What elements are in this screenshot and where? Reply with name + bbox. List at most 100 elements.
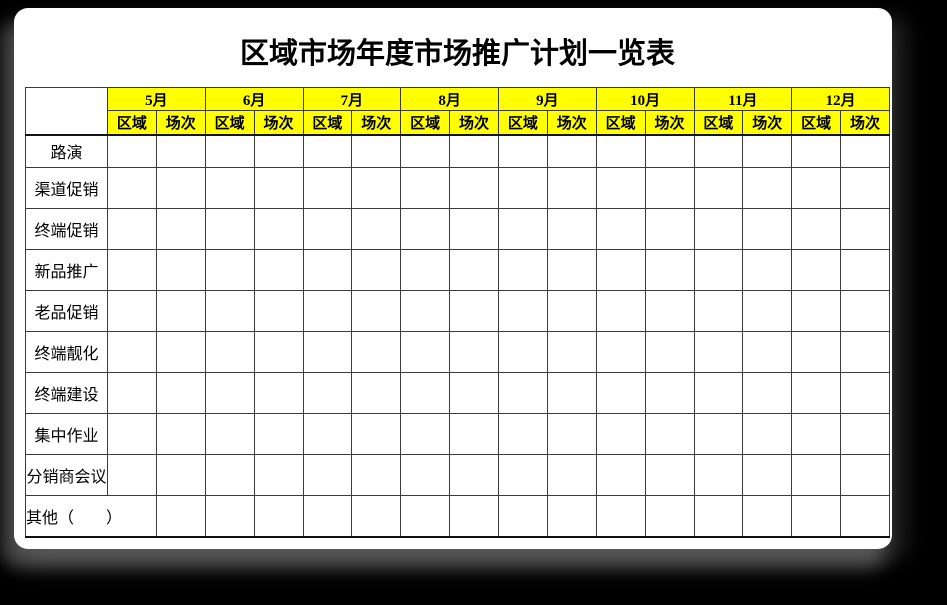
table-cell xyxy=(644,290,695,332)
table-cell xyxy=(498,454,548,496)
table-cell xyxy=(546,167,597,209)
table-cell xyxy=(791,372,842,414)
table-cell xyxy=(155,208,206,250)
table-cell xyxy=(253,167,304,209)
table-cell xyxy=(498,249,548,291)
table-body: 路演 渠道促销 终端促销 新品推广 老品促销 xyxy=(25,134,890,537)
table-cell xyxy=(302,167,353,209)
table-cell xyxy=(595,331,646,373)
table-cell xyxy=(302,290,353,332)
table-cell xyxy=(644,413,695,455)
table-header: 5月 6月 7月 8月 9月 10月 11月 12月 区域 场次 区域 场次 区… xyxy=(25,87,890,135)
table-cell xyxy=(595,454,646,496)
table-cell xyxy=(742,495,793,537)
table-cell xyxy=(204,208,255,250)
table-cell xyxy=(155,372,206,414)
document-page: 区域市场年度市场推广计划一览表 5月 6月 7月 8月 9月 10月 11月 1… xyxy=(14,8,892,549)
table-cell xyxy=(155,331,206,373)
table-cell xyxy=(302,495,353,537)
table-cell xyxy=(351,249,402,291)
table-cell xyxy=(791,331,842,373)
table-cell xyxy=(546,134,597,168)
month-header-october: 10月 xyxy=(595,87,695,111)
table-cell xyxy=(107,331,157,373)
table-cell xyxy=(546,208,597,250)
month-header-september: 9月 xyxy=(498,87,597,111)
table-cell xyxy=(253,413,304,455)
table-cell xyxy=(595,413,646,455)
sub-header-sessions: 场次 xyxy=(742,110,793,135)
table-cell xyxy=(644,454,695,496)
table-cell xyxy=(155,290,206,332)
table-cell xyxy=(693,331,744,373)
table-cell xyxy=(791,413,842,455)
table-cell xyxy=(742,208,793,250)
table-cell xyxy=(302,454,353,496)
table-row-roadshow: 路演 xyxy=(25,134,890,168)
table-cell xyxy=(693,454,744,496)
table-cell xyxy=(644,331,695,373)
sub-header-region: 区域 xyxy=(693,110,744,135)
sub-header-region: 区域 xyxy=(400,110,451,135)
row-label: 老品促销 xyxy=(25,290,108,332)
table-cell xyxy=(791,134,842,168)
table-cell xyxy=(155,134,206,168)
table-row-terminal-build: 终端建设 xyxy=(25,372,890,414)
table-cell xyxy=(693,167,744,209)
table-cell xyxy=(107,454,157,496)
row-label: 路演 xyxy=(25,134,108,168)
table-cell xyxy=(351,134,402,168)
table-cell xyxy=(840,290,890,332)
table-cell xyxy=(644,495,695,537)
sub-header-sessions: 场次 xyxy=(351,110,402,135)
table-cell xyxy=(498,167,548,209)
table-cell xyxy=(644,208,695,250)
table-cell xyxy=(595,208,646,250)
table-cell xyxy=(302,372,353,414)
row-label-other: 其他（ ） xyxy=(25,495,157,537)
table-cell xyxy=(253,454,304,496)
sub-header-region: 区域 xyxy=(595,110,646,135)
table-cell xyxy=(595,495,646,537)
table-cell xyxy=(546,413,597,455)
table-cell xyxy=(107,372,157,414)
table-cell xyxy=(400,134,451,168)
table-cell xyxy=(546,249,597,291)
table-cell xyxy=(791,290,842,332)
table-cell xyxy=(595,290,646,332)
table-cell xyxy=(449,372,499,414)
table-cell xyxy=(595,134,646,168)
month-header-row: 5月 6月 7月 8月 9月 10月 11月 12月 xyxy=(25,87,890,135)
table-cell xyxy=(791,249,842,291)
row-label: 集中作业 xyxy=(25,413,108,455)
table-cell xyxy=(351,167,402,209)
table-cell xyxy=(204,134,255,168)
table-cell xyxy=(204,167,255,209)
table-cell xyxy=(546,372,597,414)
sub-header-sessions: 场次 xyxy=(253,110,304,135)
table-cell xyxy=(107,413,157,455)
month-header-august: 8月 xyxy=(400,87,499,111)
table-row-centralized-work: 集中作业 xyxy=(25,413,890,455)
table-cell xyxy=(742,167,793,209)
table-cell xyxy=(742,454,793,496)
table-cell xyxy=(693,208,744,250)
table-cell xyxy=(449,167,499,209)
table-cell xyxy=(595,372,646,414)
table-cell xyxy=(204,454,255,496)
table-cell xyxy=(155,413,206,455)
page-title: 区域市场年度市场推广计划一览表 xyxy=(239,38,675,70)
table-cell xyxy=(742,413,793,455)
table-cell xyxy=(253,249,304,291)
table-cell xyxy=(546,495,597,537)
table-cell xyxy=(253,331,304,373)
sub-header-sessions: 场次 xyxy=(155,110,206,135)
table-cell xyxy=(742,249,793,291)
table-cell xyxy=(449,454,499,496)
table-cell xyxy=(204,495,255,537)
table-cell xyxy=(302,134,353,168)
table-cell xyxy=(840,372,890,414)
table-cell xyxy=(204,331,255,373)
plan-table: 5月 6月 7月 8月 9月 10月 11月 12月 区域 场次 区域 场次 区… xyxy=(25,87,890,538)
table-cell xyxy=(644,134,695,168)
